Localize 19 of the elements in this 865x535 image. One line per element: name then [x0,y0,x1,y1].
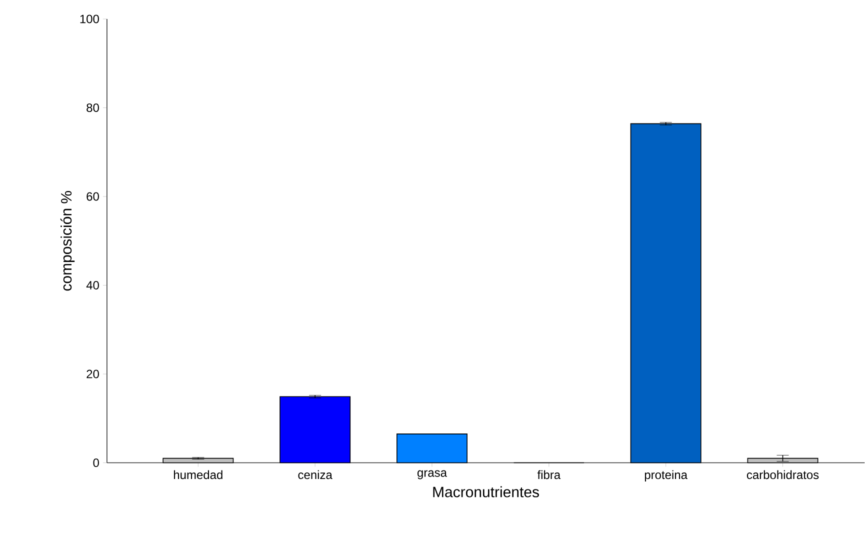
bar [747,458,818,464]
x-tick-label: grasa [417,470,447,480]
x-tick-label: proteina [644,470,688,482]
x-tick-label: ceniza [298,470,332,480]
bar [280,396,351,464]
y-tick-label: 0 [93,458,99,468]
x-tick-label: humedad [174,470,222,480]
x-axis-title: Macronutrientes [433,486,539,498]
bar [630,123,702,464]
y-tick-label: 100 [80,14,99,24]
y-tick-label: 20 [86,370,99,378]
x-tick-label: fibra [537,470,561,480]
bar [396,434,468,464]
y-tick-label: 60 [86,192,99,201]
bar [162,458,234,464]
y-axis-title: composición % [60,191,75,291]
x-tick-label: carbohidratos [746,470,819,480]
y-tick-label: 40 [86,281,99,290]
y-tick-label: 80 [86,104,99,112]
